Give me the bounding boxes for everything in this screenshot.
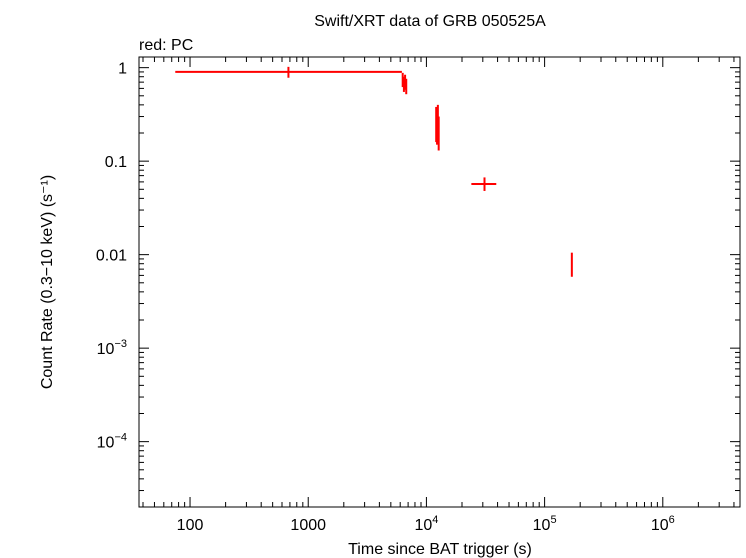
y-tick-label: 0.1 — [105, 154, 127, 171]
plot-frame — [138, 56, 741, 508]
x-tick-label: 106 — [651, 514, 675, 534]
y-tick-label: 10−3 — [97, 338, 127, 358]
y-tick-label: 10−4 — [97, 432, 127, 452]
x-tick-label-exponent: 5 — [550, 514, 556, 526]
y-tick-label-base: 10 — [97, 341, 115, 358]
y-tick-label-exponent: −4 — [114, 432, 127, 444]
x-tick-label-exponent: 6 — [669, 514, 675, 526]
data-point — [471, 177, 497, 191]
series-pc — [175, 66, 573, 277]
x-tick-label-base: 10 — [533, 517, 551, 534]
data-point — [175, 66, 402, 78]
y-tick-label: 0.01 — [96, 248, 127, 265]
chart-subtitle: red: PC — [139, 37, 193, 54]
y-tick-label-base: 10 — [97, 435, 115, 452]
x-tick-label: 105 — [533, 514, 557, 534]
x-tick-label-exponent: 4 — [432, 514, 438, 526]
x-tick-label: 1000 — [290, 517, 326, 534]
x-tick-label: 104 — [414, 514, 438, 534]
x-axis: 100 1000 104 105 106 — [142, 57, 735, 534]
y-axis-label: Count Rate (0.3−10 keV) (s⁻¹) — [39, 175, 56, 389]
x-tick-label: 100 — [177, 517, 204, 534]
chart-title: Swift/XRT data of GRB 050525A — [314, 13, 546, 30]
x-axis-label: Time since BAT trigger (s) — [348, 541, 532, 558]
y-tick-label-exponent: −3 — [114, 338, 127, 350]
x-tick-label-base: 10 — [414, 517, 432, 534]
y-tick-label: 1 — [118, 61, 127, 78]
x-tick-label-base: 10 — [651, 517, 669, 534]
